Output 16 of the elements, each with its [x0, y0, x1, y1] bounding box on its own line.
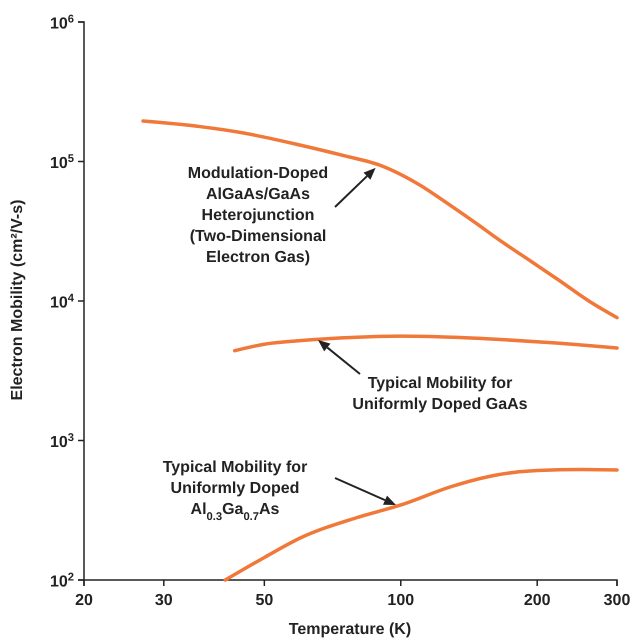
annotation: Modulation-Doped AlGaAs/GaAs Heterojunction (Two-Dimensional Electron Gas)	[188, 165, 328, 266]
y-axis-title: Electron Mobility (cm²/V-s)	[9, 200, 26, 400]
x-axis-title: Temperature (K)	[288, 621, 412, 638]
y-tick-label: 10$^{2}$	[50, 571, 74, 590]
y-tick-label: 10$^{6}$	[50, 13, 74, 32]
x-tick-label: 300	[604, 592, 630, 609]
annotation: Typical Mobility for Uniformly Doped Al$_{0.3}$Ga$_{0.7}$As	[162, 459, 308, 523]
x-tick-label: 100	[387, 592, 414, 609]
annotation: Typical Mobility for Uniformly Doped GaAs	[352, 375, 528, 413]
x-tick-label: 200	[524, 592, 551, 609]
x-tick-label: 50	[255, 592, 274, 609]
y-tick-label: 10$^{5}$	[50, 152, 74, 172]
x-tick-label: 30	[154, 592, 173, 609]
y-tick-label: 10$^{3}$	[50, 432, 74, 451]
x-tick-label: 20	[75, 592, 93, 609]
y-tick-label: 10$^{4}$	[50, 292, 75, 312]
